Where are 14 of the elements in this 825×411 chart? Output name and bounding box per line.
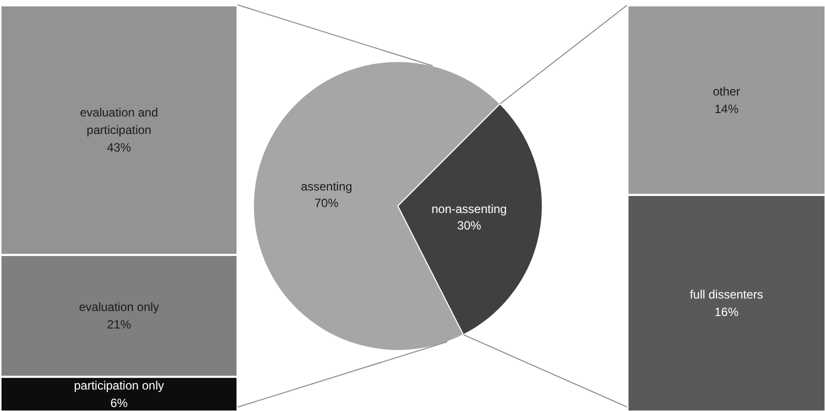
series-label: full dissenters xyxy=(690,287,764,302)
series-label: other xyxy=(712,84,740,98)
data-label: 21% xyxy=(106,318,132,332)
data-label: 30% xyxy=(457,218,482,233)
data-label: 70% xyxy=(314,196,339,210)
data-label: 16% xyxy=(714,304,739,319)
data-label: 6% xyxy=(110,396,128,410)
series-label: evaluation only xyxy=(78,300,160,314)
slice-label: assenting xyxy=(300,179,352,194)
data-label: 43% xyxy=(106,140,132,155)
series-label: participation only xyxy=(74,378,164,392)
data-label: 14% xyxy=(714,102,739,116)
slice-label: non-assenting xyxy=(431,202,507,216)
series-label: evaluation and participation xyxy=(80,106,158,138)
